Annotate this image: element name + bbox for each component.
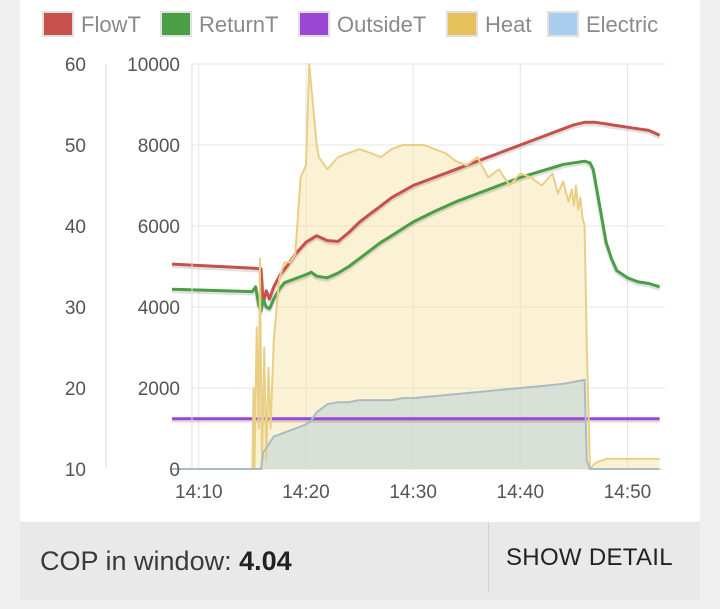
x-tick-label: 14:20 [282,482,330,503]
show-detail-button[interactable]: SHOW DETAIL [506,544,673,571]
y-right-tick-label: 2000 [138,379,180,400]
cop-summary: COP in window: 4.04 [40,546,292,577]
line-series [171,63,661,470]
legend-swatch [298,11,330,37]
legend-item-flowt[interactable]: FlowT [42,11,141,37]
x-tick-label: 14:40 [497,482,545,503]
electric-line [172,378,660,470]
y-right-tick-label: 0 [169,460,180,481]
returnt-line [171,159,661,313]
y-right-tick-label: 10000 [127,55,180,76]
axes: 60 50 40 30 20 10 10000 8000 6000 4000 2000 014:10 1… [65,55,651,503]
legend-label: FlowT [81,12,141,37]
legend-swatch [446,11,478,37]
area-series [172,64,660,469]
legend-item-outsidet[interactable]: OutsideT [298,11,426,37]
legend-swatch [547,11,579,37]
y-right-tick-label: 4000 [138,298,180,319]
x-tick-label: 14:30 [389,482,437,503]
legend-label: Electric [586,12,658,37]
flowt-line [171,120,661,305]
legend: FlowT ReturnT OutsideT Heat Electric [42,11,658,37]
x-tick-label: 14:50 [604,482,652,503]
y-left-tick-label: 10 [65,460,86,481]
legend-label: Heat [485,12,531,37]
y-left-tick-label: 50 [65,136,86,157]
legend-item-returnt[interactable]: ReturnT [160,11,278,37]
y-right-tick-label: 8000 [138,136,180,157]
legend-swatch [42,11,74,37]
chart-card: 60 50 40 30 20 10 10000 8000 6000 4000 2000 0 14:10 1… [20,0,700,522]
x-tick-label: 14:10 [175,482,223,503]
legend-item-heat[interactable]: Heat [446,11,531,37]
footer-divider [488,522,489,592]
power-temperature-chart: 60 50 40 30 20 10 10000 8000 6000 4000 2000 014:10 1… [42,11,665,503]
cop-value: 4.04 [239,546,292,576]
y-right-tick-label: 6000 [138,217,180,238]
electric-area [172,379,660,469]
y-left-tick-label: 40 [65,217,86,238]
y-left-tick-label: 20 [65,379,86,400]
y-left-tick-label: 60 [65,55,86,76]
legend-label: OutsideT [337,12,426,37]
heat-line [172,63,660,470]
cop-label: COP in window: [40,546,232,576]
legend-item-electric[interactable]: Electric [547,11,658,37]
heat-area [172,64,660,469]
chart-footer: COP in window: 4.04 SHOW DETAIL [20,522,700,600]
y-left-tick-label: 30 [65,298,86,319]
legend-swatch [160,11,192,37]
legend-label: ReturnT [199,12,278,37]
